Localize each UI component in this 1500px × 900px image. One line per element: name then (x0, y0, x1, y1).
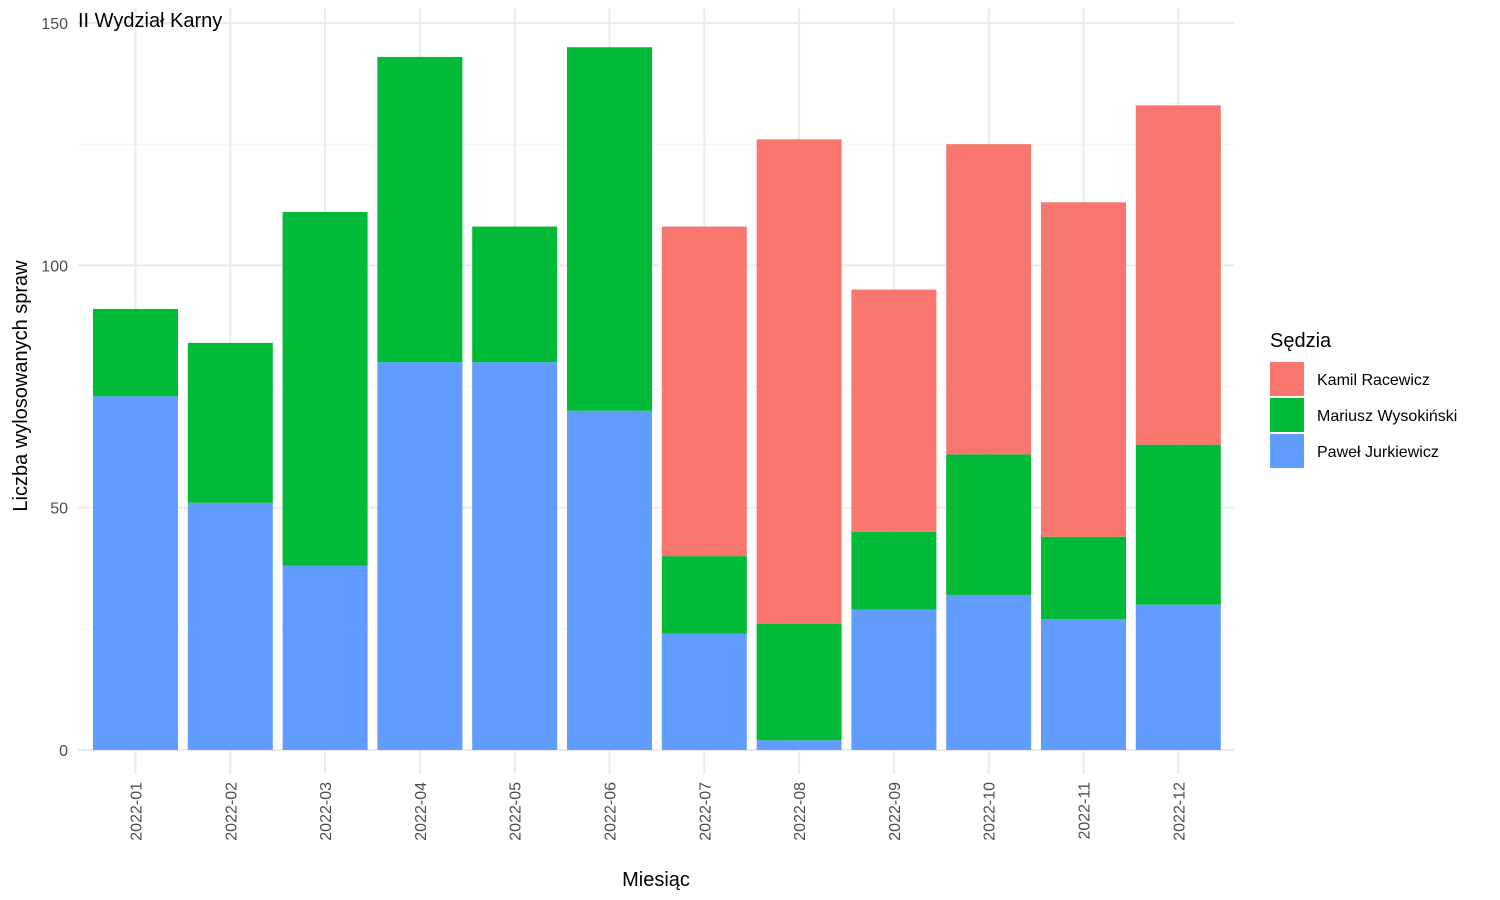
bar-segment (93, 396, 178, 750)
bar-segment (1135, 105, 1221, 445)
y-tick-label: 100 (41, 258, 68, 275)
legend-swatch (1270, 398, 1304, 432)
bar-segment (851, 609, 937, 750)
bar-segment (377, 362, 463, 750)
bar-segment (567, 410, 652, 750)
bar-segment (851, 531, 937, 610)
bar-segment (756, 623, 842, 741)
x-tick-label: 2022-10 (982, 782, 999, 841)
x-tick-label: 2022-12 (1171, 782, 1188, 841)
x-tick-label: 2022-09 (887, 782, 904, 841)
bar-segment (472, 362, 558, 750)
bar-segment (661, 633, 747, 750)
legend: Sędzia Kamil Racewicz Mariusz Wysokiński P… (1270, 330, 1457, 468)
y-tick-label: 50 (50, 501, 68, 518)
x-tick-label: 2022-08 (792, 782, 809, 841)
legend-label: Kamil Racewicz (1317, 372, 1430, 389)
bar-segment (756, 740, 842, 750)
bar-segment (567, 47, 652, 411)
bar-segment (282, 212, 368, 566)
bar-segment (187, 342, 273, 503)
bar-segment (472, 226, 558, 363)
bar-segment (1135, 604, 1221, 750)
bar-segment (946, 144, 1032, 455)
legend-swatch (1270, 362, 1304, 396)
x-tick-label: 2022-07 (697, 782, 714, 841)
bar-group (93, 47, 1221, 750)
legend-title: Sędzia (1270, 330, 1332, 352)
legend-label: Paweł Jurkiewicz (1317, 444, 1439, 461)
bar-segment (1041, 202, 1126, 537)
chart-title: II Wydział Karny (78, 10, 222, 32)
bar-segment (187, 502, 273, 750)
bar-segment (377, 56, 463, 363)
bar-segment (282, 565, 368, 750)
x-axis-ticks: 2022-01 2022-02 2022-03 2022-04 2022-05 2022-… (129, 782, 1189, 841)
y-tick-label: 150 (41, 16, 68, 33)
y-axis-title: Liczba wylosowanych spraw (10, 260, 32, 512)
y-tick-label: 0 (59, 743, 68, 760)
bar-segment (756, 139, 842, 624)
bar-segment (946, 454, 1032, 595)
x-tick-label: 2022-05 (508, 782, 525, 841)
bar-segment (1041, 536, 1126, 620)
bar-segment (1041, 619, 1126, 750)
bar-segment (946, 594, 1032, 750)
bar-segment (93, 308, 178, 397)
bar-segment (661, 556, 747, 634)
x-tick-label: 2022-03 (318, 782, 335, 841)
x-tick-label: 2022-01 (129, 782, 146, 841)
x-tick-label: 2022-02 (223, 782, 240, 841)
x-tick-label: 2022-11 (1077, 782, 1094, 840)
legend-label: Mariusz Wysokiński (1317, 408, 1457, 425)
x-tick-label: 2022-04 (413, 782, 430, 841)
x-tick-label: 2022-06 (603, 782, 620, 841)
bar-segment (851, 289, 937, 532)
legend-swatch (1270, 434, 1304, 468)
y-axis-ticks: 0 50 100 150 (41, 16, 68, 760)
x-axis-title: Miesiąc (622, 869, 690, 891)
bar-segment (1135, 444, 1221, 605)
bar-segment (661, 226, 747, 557)
